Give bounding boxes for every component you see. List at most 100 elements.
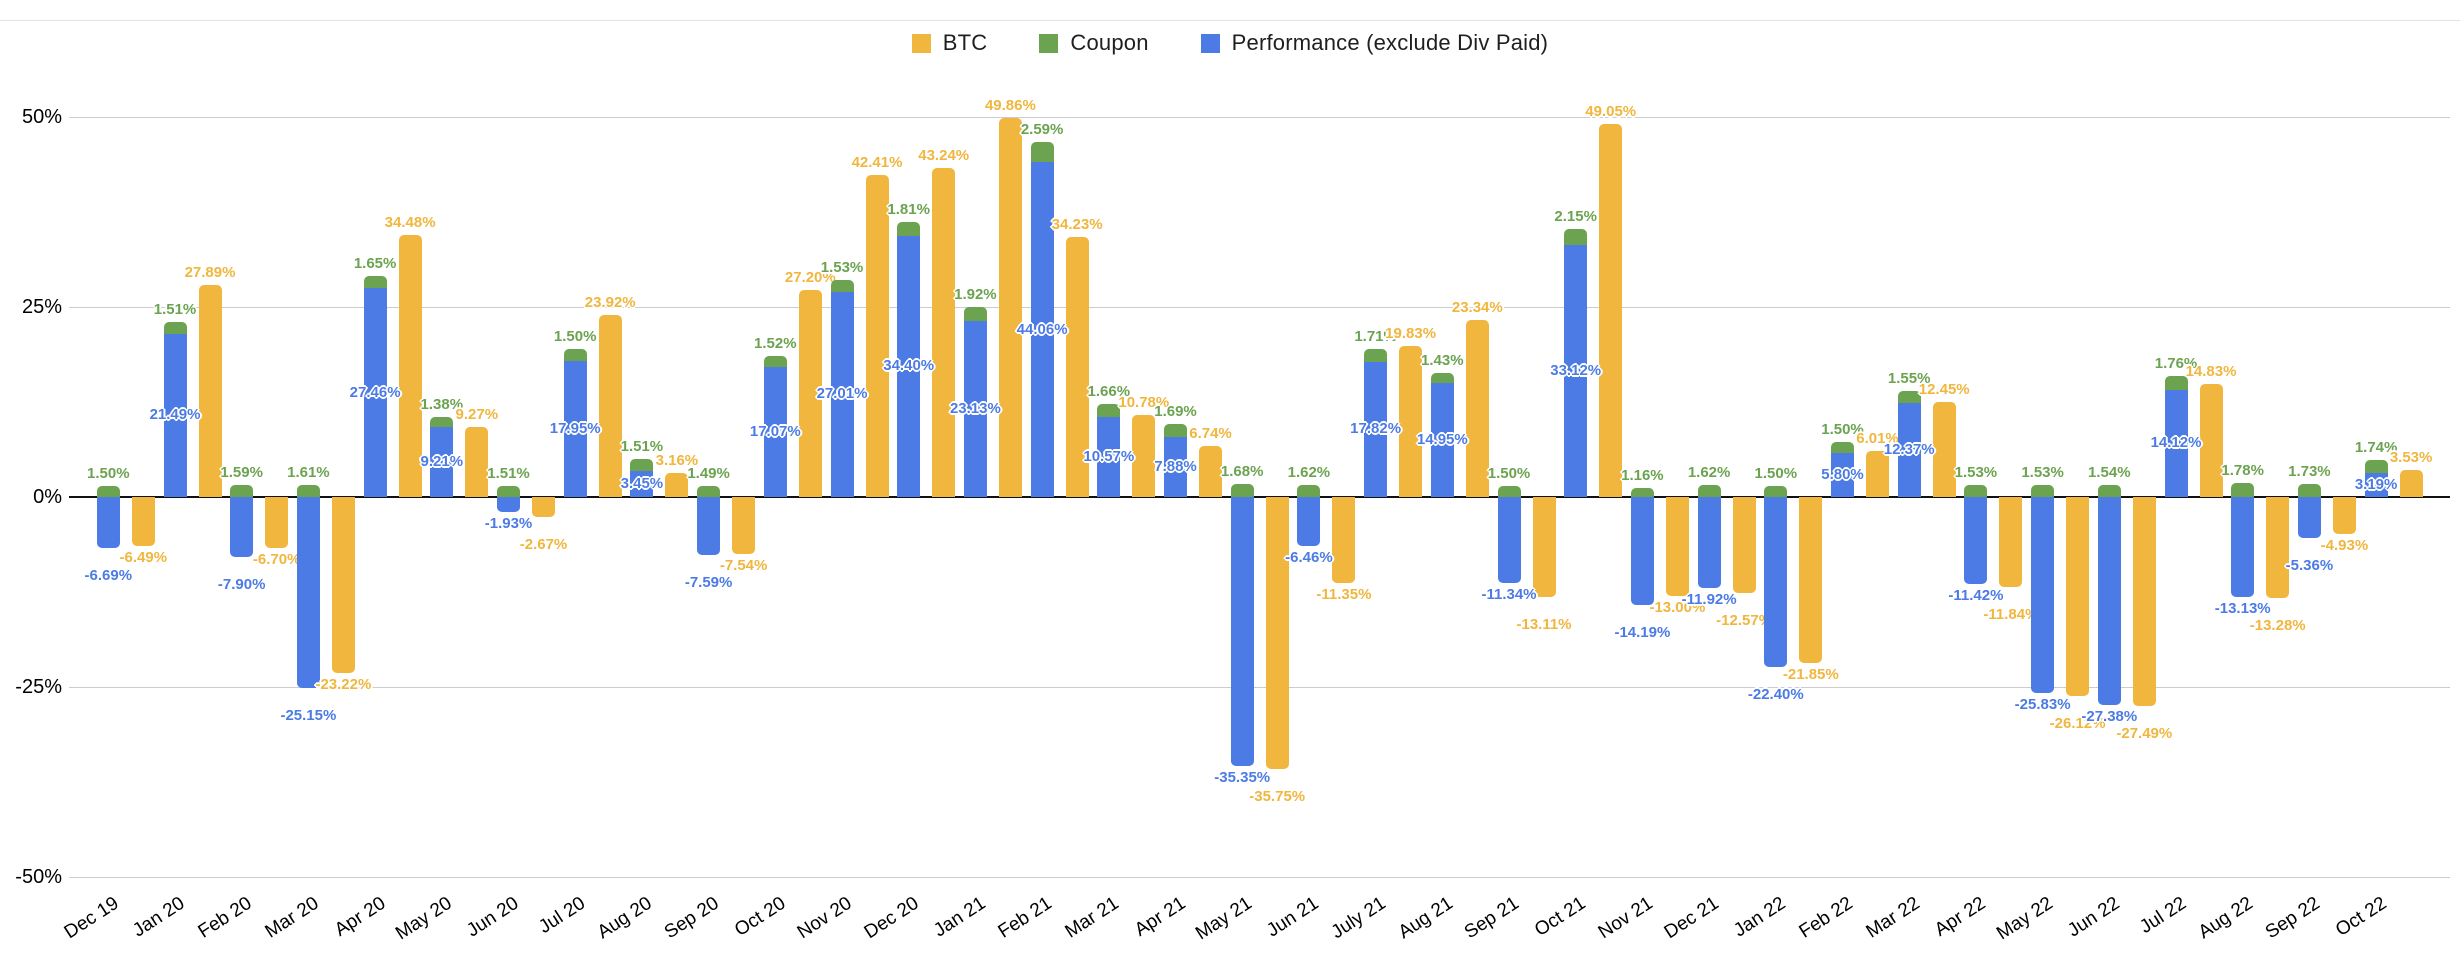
performance-bar[interactable]	[1364, 361, 1388, 497]
btc-bar[interactable]	[1132, 415, 1156, 497]
coupon-bar[interactable]	[1964, 485, 1988, 497]
performance-bar[interactable]	[230, 497, 254, 558]
btc-bar[interactable]	[1799, 497, 1823, 664]
coupon-bar[interactable]	[96, 485, 120, 497]
performance-bar[interactable]	[1097, 416, 1121, 497]
coupon-bar[interactable]	[1564, 228, 1588, 246]
btc-bar[interactable]	[1665, 497, 1689, 596]
performance-bar[interactable]	[1564, 245, 1588, 497]
coupon-bar[interactable]	[1297, 484, 1321, 497]
btc-bar[interactable]	[2266, 497, 2290, 598]
btc-bar[interactable]	[1065, 236, 1089, 497]
coupon-bar[interactable]	[830, 280, 854, 292]
performance-bar[interactable]	[1831, 452, 1854, 497]
performance-bar[interactable]	[1430, 383, 1454, 497]
coupon-bar[interactable]	[630, 459, 654, 471]
coupon-bar[interactable]	[1497, 485, 1521, 497]
performance-bar[interactable]	[1297, 497, 1321, 547]
btc-bar[interactable]	[465, 426, 489, 497]
coupon-bar[interactable]	[1164, 424, 1187, 438]
btc-bar[interactable]	[1999, 497, 2023, 587]
btc-bar[interactable]	[1532, 497, 1556, 597]
performance-bar[interactable]	[1697, 497, 1721, 588]
performance-bar[interactable]	[2031, 497, 2055, 694]
btc-bar[interactable]	[2066, 497, 2090, 696]
coupon-bar[interactable]	[430, 416, 454, 427]
btc-bar[interactable]	[131, 497, 155, 547]
performance-bar[interactable]	[2364, 472, 2388, 497]
btc-bar[interactable]	[1332, 497, 1356, 584]
coupon-bar[interactable]	[230, 484, 254, 497]
performance-bar[interactable]	[1497, 497, 1521, 584]
performance-bar[interactable]	[963, 321, 987, 497]
coupon-bar[interactable]	[1030, 142, 1054, 163]
coupon-bar[interactable]	[897, 221, 921, 236]
btc-bar[interactable]	[1265, 497, 1289, 769]
btc-bar[interactable]	[1199, 445, 1222, 497]
performance-bar[interactable]	[830, 291, 854, 497]
performance-bar[interactable]	[430, 427, 454, 497]
performance-bar[interactable]	[1030, 162, 1054, 497]
performance-bar[interactable]	[1630, 497, 1654, 605]
performance-bar[interactable]	[1897, 402, 1921, 497]
btc-bar[interactable]	[1732, 497, 1756, 593]
btc-bar[interactable]	[1399, 346, 1423, 497]
coupon-bar[interactable]	[1430, 372, 1454, 384]
coupon-bar[interactable]	[2364, 459, 2388, 473]
performance-bar[interactable]	[2231, 497, 2255, 597]
btc-bar[interactable]	[2332, 497, 2356, 535]
btc-bar[interactable]	[1599, 124, 1623, 497]
btc-bar[interactable]	[2132, 497, 2156, 706]
btc-bar[interactable]	[1932, 402, 1956, 497]
btc-bar[interactable]	[798, 290, 822, 497]
btc-bar[interactable]	[598, 315, 622, 497]
coupon-bar[interactable]	[1764, 485, 1788, 497]
coupon-bar[interactable]	[1897, 391, 1921, 403]
btc-bar[interactable]	[265, 497, 289, 548]
coupon-bar[interactable]	[1630, 488, 1654, 497]
performance-bar[interactable]	[497, 497, 520, 512]
coupon-bar[interactable]	[2031, 485, 2055, 497]
coupon-bar[interactable]	[497, 485, 520, 497]
performance-bar[interactable]	[163, 333, 187, 497]
performance-bar[interactable]	[363, 288, 387, 497]
coupon-bar[interactable]	[1230, 484, 1254, 497]
coupon-bar[interactable]	[697, 485, 721, 497]
performance-bar[interactable]	[630, 470, 654, 497]
performance-bar[interactable]	[1764, 497, 1788, 668]
coupon-bar[interactable]	[296, 484, 320, 497]
btc-bar[interactable]	[2199, 384, 2223, 497]
coupon-bar[interactable]	[563, 349, 587, 361]
btc-bar[interactable]	[732, 497, 756, 555]
btc-bar[interactable]	[932, 168, 956, 497]
performance-bar[interactable]	[1230, 497, 1254, 766]
performance-bar[interactable]	[897, 235, 921, 497]
performance-bar[interactable]	[1964, 497, 1988, 584]
btc-bar[interactable]	[198, 285, 222, 497]
performance-bar[interactable]	[1164, 437, 1187, 497]
coupon-bar[interactable]	[2231, 483, 2255, 497]
coupon-bar[interactable]	[163, 322, 187, 334]
btc-bar[interactable]	[1866, 451, 1889, 497]
btc-bar[interactable]	[2399, 470, 2423, 497]
coupon-bar[interactable]	[2297, 483, 2321, 497]
coupon-bar[interactable]	[1364, 348, 1388, 362]
performance-bar[interactable]	[763, 367, 787, 497]
btc-bar[interactable]	[865, 174, 889, 497]
performance-bar[interactable]	[697, 497, 721, 555]
performance-bar[interactable]	[96, 497, 120, 548]
btc-bar[interactable]	[532, 497, 555, 518]
performance-bar[interactable]	[2297, 497, 2321, 538]
coupon-bar[interactable]	[1697, 484, 1721, 497]
btc-bar[interactable]	[1465, 319, 1489, 497]
btc-bar[interactable]	[398, 234, 422, 497]
coupon-bar[interactable]	[963, 306, 987, 322]
btc-bar[interactable]	[665, 472, 689, 497]
btc-bar[interactable]	[331, 497, 355, 674]
coupon-bar[interactable]	[2164, 376, 2188, 390]
coupon-bar[interactable]	[1831, 441, 1854, 453]
performance-bar[interactable]	[2164, 389, 2188, 497]
performance-bar[interactable]	[563, 360, 587, 497]
coupon-bar[interactable]	[363, 275, 387, 289]
coupon-bar[interactable]	[763, 355, 787, 368]
